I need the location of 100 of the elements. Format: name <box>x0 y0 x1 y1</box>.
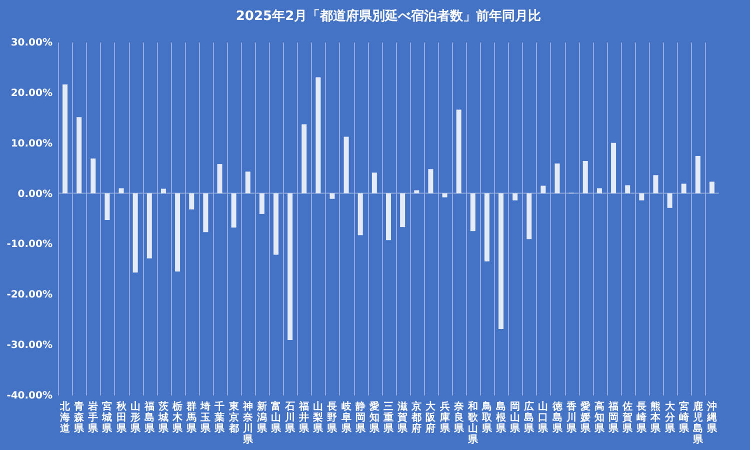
bar <box>709 182 714 194</box>
bar <box>667 193 672 208</box>
bar <box>245 172 250 194</box>
x-tick-label: 岩手県 <box>87 400 100 434</box>
x-tick-label: 徳島県 <box>551 400 564 434</box>
bar <box>540 186 546 194</box>
bar <box>273 193 278 255</box>
bar <box>189 193 194 210</box>
bar <box>118 188 124 194</box>
bar <box>344 136 349 194</box>
bar <box>695 156 700 194</box>
bar <box>160 188 166 194</box>
x-tick-label: 福島県 <box>143 400 156 434</box>
x-tick-label: 新潟県 <box>256 400 268 434</box>
bar <box>203 193 208 232</box>
bar <box>681 184 686 194</box>
x-tick-label: 岡山県 <box>509 402 522 434</box>
bar <box>372 172 377 194</box>
bar <box>596 188 602 194</box>
x-tick-label: 島根県 <box>495 400 508 434</box>
bar <box>302 124 307 194</box>
x-tick-label: 大阪府 <box>424 400 437 434</box>
y-tick-label: 30.00% <box>10 38 52 48</box>
x-tick-label: 大分県 <box>664 400 676 434</box>
bar <box>456 110 462 194</box>
bar <box>484 193 490 262</box>
bar <box>512 193 518 200</box>
x-tick-label: 長崎県 <box>636 400 648 434</box>
x-tick-label: 静岡県 <box>354 400 366 434</box>
x-tick-label: 愛知県 <box>368 400 380 434</box>
bar <box>498 193 504 329</box>
x-tick-label: 山梨県 <box>312 400 324 434</box>
x-tick-label: 三重県 <box>382 402 394 434</box>
x-tick-label: 奈良県 <box>452 400 465 434</box>
bar <box>175 193 180 272</box>
bar <box>288 193 293 340</box>
x-tick-label: 香川県 <box>565 400 578 434</box>
x-tick-label: 山形県 <box>129 400 142 434</box>
x-tick-label: 宮崎県 <box>678 400 690 434</box>
bar <box>62 84 68 194</box>
bar <box>316 77 321 194</box>
bar <box>554 164 560 194</box>
bar <box>132 193 138 272</box>
x-tick-label: 長野県 <box>326 400 338 434</box>
x-tick-label: 和歌山県 <box>466 400 479 446</box>
bar <box>146 193 152 258</box>
bar <box>330 193 335 199</box>
bar <box>76 117 82 194</box>
bar <box>400 193 406 228</box>
bar <box>386 193 391 240</box>
y-tick-label: -10.00% <box>6 239 52 250</box>
bar <box>639 193 644 200</box>
x-tick-label: 群馬県 <box>186 400 198 434</box>
x-tick-label: 兵庫県 <box>438 400 451 434</box>
bar <box>231 193 236 228</box>
bar <box>442 193 448 198</box>
bar <box>217 164 222 194</box>
x-tick-label: 東京都 <box>228 400 240 434</box>
x-tick-label: 岐阜県 <box>340 400 352 434</box>
x-tick-label: 鳥取県 <box>480 400 493 434</box>
x-tick-label: 高知県 <box>593 400 606 434</box>
bar <box>259 193 264 214</box>
x-tick-label: 埼玉県 <box>200 400 212 434</box>
x-tick-label: 愛媛県 <box>579 400 592 434</box>
bar <box>611 142 616 194</box>
x-tick-label: 広島県 <box>523 400 536 434</box>
bar <box>526 193 532 240</box>
x-tick-label: 宮城県 <box>101 400 114 434</box>
bar <box>104 193 110 220</box>
chart-title: 2025年2月「都道府県別延べ宿泊者数」前年同月比 <box>236 8 542 24</box>
x-tick-label: 熊本県 <box>650 400 662 434</box>
bar <box>358 193 363 236</box>
bar <box>414 190 420 194</box>
x-tick-label: 福井県 <box>298 400 310 434</box>
x-tick-label: 石川県 <box>284 402 296 434</box>
bar <box>90 158 96 194</box>
x-tick-label: 神奈川県 <box>242 400 254 446</box>
y-tick-label: 20.00% <box>10 88 52 99</box>
x-tick-label: 佐賀県 <box>622 400 634 434</box>
bar <box>653 175 658 194</box>
y-tick-label: -30.00% <box>6 340 52 352</box>
x-tick-label: 青森県 <box>73 400 86 434</box>
x-tick-label: 茨城県 <box>157 400 170 434</box>
bar <box>625 185 630 194</box>
bar <box>428 169 434 194</box>
x-tick-label: 北海道 <box>59 400 72 434</box>
y-tick-label: -40.00% <box>6 390 52 402</box>
x-tick-label: 鹿児島県 <box>692 400 704 446</box>
y-tick-label: -20.00% <box>6 290 52 301</box>
x-tick-label: 京都府 <box>410 400 422 434</box>
y-tick-label: 0.00% <box>18 188 52 200</box>
bar <box>582 161 588 194</box>
x-tick-label: 栃木県 <box>172 400 184 434</box>
x-tick-label: 千葉県 <box>214 400 226 434</box>
x-tick-label: 福岡県 <box>608 400 620 434</box>
y-tick-label: 10.00% <box>10 138 52 150</box>
x-tick-label: 滋賀県 <box>396 400 409 434</box>
x-tick-label: 富山県 <box>270 400 282 434</box>
x-tick-label: 秋田県 <box>115 400 128 434</box>
x-tick-label: 山口県 <box>537 400 550 434</box>
